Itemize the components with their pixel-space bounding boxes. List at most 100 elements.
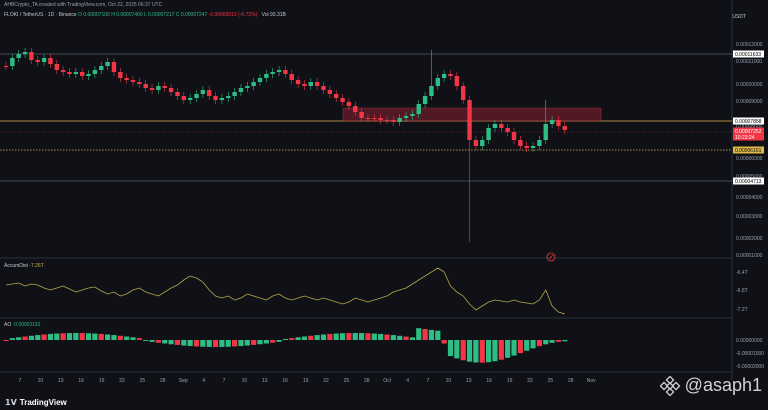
candle-body[interactable] — [391, 120, 396, 122]
tradingview-brand[interactable]: 𝟭𝗩 TradingView — [5, 398, 67, 407]
candle-body[interactable] — [518, 140, 523, 146]
candle-body[interactable] — [327, 90, 333, 94]
candle-body[interactable] — [321, 86, 326, 90]
candle-body[interactable] — [245, 86, 250, 88]
candle-body[interactable] — [353, 106, 358, 112]
candle-body[interactable] — [3, 66, 9, 67]
candle-body[interactable] — [22, 52, 28, 54]
candle-body[interactable] — [499, 124, 504, 128]
price-marker[interactable] — [733, 127, 764, 135]
candle-body[interactable] — [314, 82, 320, 86]
candle-body[interactable] — [537, 140, 542, 146]
candle-body[interactable] — [340, 98, 345, 102]
candle-body[interactable] — [149, 88, 155, 90]
candle-body[interactable] — [530, 146, 536, 148]
candle-body[interactable] — [486, 128, 491, 140]
candle-body[interactable] — [302, 84, 307, 86]
candle-body[interactable] — [219, 98, 225, 100]
candle-body[interactable] — [194, 94, 199, 98]
candle-body[interactable] — [175, 92, 180, 96]
price-marker[interactable] — [733, 133, 764, 141]
candle-body[interactable] — [181, 96, 186, 100]
candle-body[interactable] — [162, 86, 167, 88]
candle-body[interactable] — [35, 60, 40, 62]
candle-body[interactable] — [29, 52, 34, 60]
candle-body[interactable] — [99, 66, 104, 70]
candle-body[interactable] — [416, 104, 421, 114]
candle-body[interactable] — [270, 72, 275, 74]
candle-body[interactable] — [549, 120, 555, 124]
candle-body[interactable] — [403, 116, 409, 118]
candle-body[interactable] — [156, 86, 161, 90]
candle-body[interactable] — [143, 84, 148, 88]
candle-body[interactable] — [213, 96, 218, 100]
candle-body[interactable] — [378, 118, 383, 120]
symbol-legend[interactable]: FLOKI / TetherUS · 1D · Binance O 0.0000… — [4, 12, 286, 18]
candle-body[interactable] — [562, 126, 567, 130]
candle-body[interactable] — [524, 146, 529, 148]
candle-body[interactable] — [73, 72, 79, 74]
candle-body[interactable] — [461, 86, 466, 100]
candle-body[interactable] — [511, 132, 517, 140]
candle-body[interactable] — [118, 72, 123, 78]
candle-body[interactable] — [295, 80, 301, 84]
candle-body[interactable] — [80, 72, 85, 76]
candle-body[interactable] — [359, 112, 364, 118]
candle-body[interactable] — [384, 120, 390, 121]
candle-body[interactable] — [41, 58, 47, 62]
price-marker[interactable] — [733, 50, 764, 58]
candle-body[interactable] — [397, 118, 402, 122]
price-marker[interactable] — [733, 177, 764, 185]
candle-body[interactable] — [454, 76, 460, 86]
candle-body[interactable] — [238, 88, 244, 92]
candle-body[interactable] — [207, 90, 212, 96]
candle-body[interactable] — [422, 96, 428, 104]
candle-body[interactable] — [232, 92, 237, 96]
candle-body[interactable] — [130, 80, 136, 82]
candle-body[interactable] — [289, 74, 294, 80]
candle-body[interactable] — [257, 78, 263, 82]
candle-body[interactable] — [251, 82, 256, 86]
candle-body[interactable] — [276, 70, 282, 72]
candle-body[interactable] — [168, 88, 174, 92]
candle-body[interactable] — [448, 74, 453, 76]
candle-body[interactable] — [111, 62, 117, 72]
candle-body[interactable] — [473, 140, 479, 146]
candle-body[interactable] — [467, 100, 472, 140]
currency-label[interactable]: USDT — [732, 14, 746, 20]
candle-body[interactable] — [60, 70, 66, 72]
price-marker[interactable] — [733, 117, 764, 125]
candle-body[interactable] — [226, 96, 231, 98]
candle-body[interactable] — [10, 58, 15, 66]
candle-body[interactable] — [137, 82, 142, 84]
candle-body[interactable] — [441, 74, 447, 78]
candle-body[interactable] — [365, 118, 371, 119]
candle-body[interactable] — [48, 58, 53, 64]
candle-body[interactable] — [92, 70, 98, 74]
price-marker[interactable] — [733, 146, 764, 154]
candle-body[interactable] — [492, 124, 498, 128]
candle-body[interactable] — [556, 120, 561, 126]
ao-legend[interactable]: AO -0.00001192 — [4, 322, 40, 328]
candle-body[interactable] — [543, 124, 548, 140]
candle-body[interactable] — [187, 98, 193, 100]
candle-body[interactable] — [54, 64, 59, 70]
candle-body[interactable] — [16, 54, 21, 58]
candle-body[interactable] — [86, 74, 91, 76]
candle-body[interactable] — [124, 78, 129, 80]
candle-body[interactable] — [308, 82, 313, 86]
candle-body[interactable] — [264, 74, 269, 78]
candle-body[interactable] — [105, 62, 110, 66]
candle-body[interactable] — [410, 114, 415, 116]
candle-body[interactable] — [372, 118, 377, 119]
candle-body[interactable] — [429, 86, 434, 96]
candle-body[interactable] — [505, 128, 510, 132]
candle-body[interactable] — [283, 70, 288, 74]
candle-body[interactable] — [435, 78, 440, 86]
accum-legend[interactable]: AccumDist -7.26T — [4, 263, 44, 269]
candle-body[interactable] — [346, 102, 352, 106]
candle-body[interactable] — [67, 72, 72, 74]
alert-icon[interactable] — [546, 252, 556, 262]
candle-body[interactable] — [200, 90, 206, 94]
